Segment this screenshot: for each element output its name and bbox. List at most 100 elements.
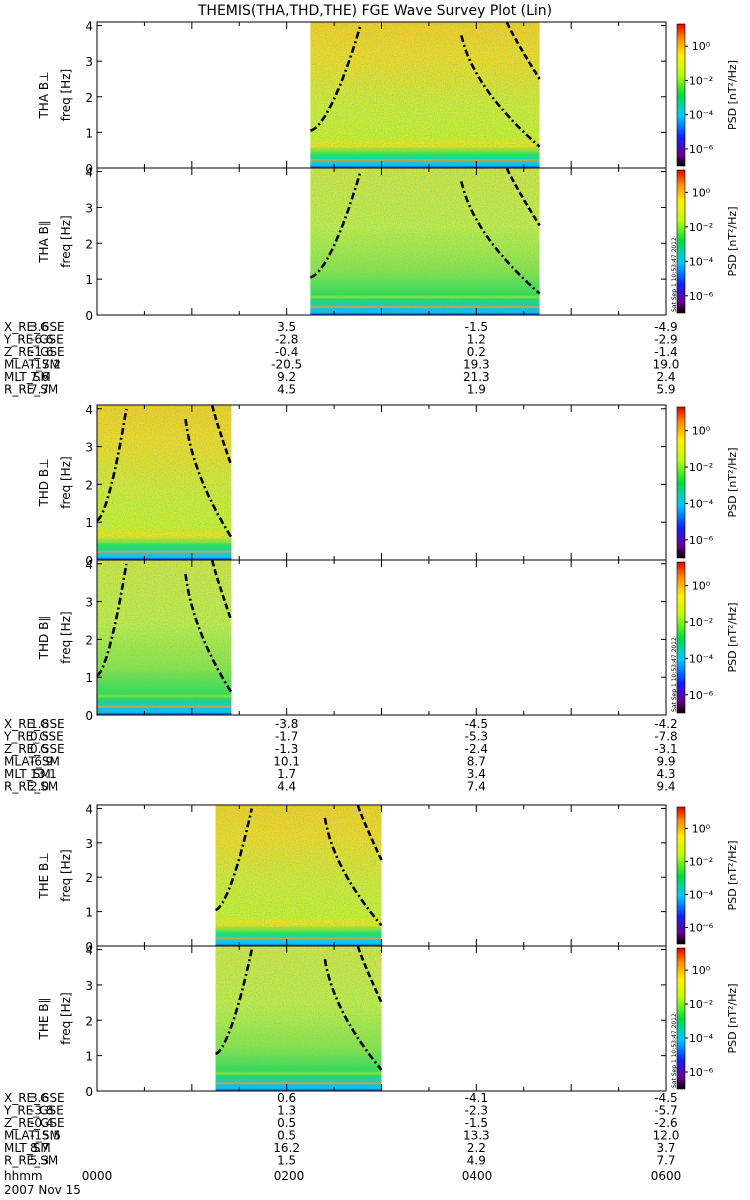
colorbar-tick-label: 10⁻⁶ — [689, 689, 714, 702]
colorbar — [676, 406, 686, 559]
ephemeris-value: 1.8 — [30, 717, 49, 731]
colorbar-tick-label: 10⁻⁴ — [689, 1032, 714, 1045]
ephemeris-value: -5.3 — [465, 730, 488, 744]
spectrogram-band — [215, 927, 382, 931]
ephemeris-value: -0.4 — [275, 345, 298, 359]
spectrogram-panel-tha-b⊥: 0 1 2 3 4 THA B⊥ freq [Hz] 10⁰ 10⁻² 10⁻⁴ 10⁻⁶ PSD [… — [37, 20, 739, 176]
y-tick-label: 3 — [85, 441, 93, 455]
y-tick-label: 2 — [85, 1014, 93, 1028]
spectrogram-band — [97, 557, 232, 560]
spectrogram-panel-tha-b∥: 0 1 2 3 4 THA B∥ freq [Hz] 10⁰ 10⁻² 10⁻⁴ 10⁻⁶ PSD [… — [37, 166, 739, 323]
spectrogram-noise — [215, 946, 382, 1091]
spectrogram-band — [215, 1088, 382, 1091]
ephemeris-value: -1.6 — [30, 345, 53, 359]
y-tick-label: 1 — [85, 273, 93, 287]
colorbar-tick-label: 10⁻⁴ — [689, 497, 714, 510]
ephemeris-label: Y_RE_GSE — [3, 730, 64, 744]
spectrogram-band — [310, 148, 540, 152]
ephemeris-value: -3.8 — [275, 717, 298, 731]
colorbar-tick-label: 10⁻² — [689, 461, 713, 474]
colorbar-tick-label: 10⁻² — [689, 855, 713, 868]
spectrogram-band — [215, 943, 382, 946]
colorbar-tick-label: 10⁻² — [689, 616, 713, 629]
spectrogram-band — [97, 539, 232, 543]
ephemeris-value: 0.5 — [277, 1116, 296, 1130]
colorbar-tick-label: 10⁻⁶ — [689, 921, 714, 934]
colorbar-tick-label: 10⁻⁴ — [689, 888, 714, 901]
ephemeris-value: 0.5 — [277, 1129, 296, 1143]
y-axis-label: freq [Hz] — [59, 69, 73, 121]
time-0400: 0400 — [462, 1169, 493, 1183]
colorbar-tick-label: 10⁻² — [689, 998, 713, 1011]
y-tick-label: 4 — [85, 20, 93, 34]
ephemeris-value: 0.2 — [467, 345, 486, 359]
ephemeris-value: -6.9 — [30, 755, 53, 769]
ephemeris-label: R_RE_SM — [4, 780, 58, 794]
colorbar-tick-label: 10⁰ — [692, 822, 711, 835]
gyro-curve — [184, 573, 233, 693]
spectrogram-noise-warm — [310, 22, 540, 142]
colorbar-tick-label: 10⁻⁶ — [689, 143, 714, 156]
ephemeris-value: -3.8 — [30, 1104, 53, 1118]
ephemeris-value: -4.5 — [465, 717, 488, 731]
panel-label: THA B∥ — [37, 220, 51, 264]
colorbar-label: PSD [nT²/Hz] — [726, 60, 739, 130]
colorbar-tick-label: 10⁻⁶ — [689, 534, 714, 547]
hhmm-label: hhmm — [4, 1169, 43, 1183]
ephemeris-value: -2.6 — [654, 1116, 677, 1130]
y-tick-label: 3 — [85, 55, 93, 69]
ephemeris-value: 7.7 — [30, 383, 49, 397]
gyro-curve — [460, 181, 541, 295]
ephemeris-value: -20.5 — [271, 358, 302, 372]
ephemeris-label: Y_RE_GSE — [3, 1104, 64, 1118]
panel-label: THE B∥ — [37, 998, 51, 1041]
y-tick-label: 2 — [85, 237, 93, 251]
y-tick-label: 1 — [85, 516, 93, 530]
y-tick-label: 4 — [85, 802, 93, 816]
y-tick-label: 4 — [85, 166, 93, 180]
time-0200: 0200 — [274, 1169, 305, 1183]
ephemeris-value: 1.2 — [467, 333, 486, 347]
colorbar-label: PSD [nT²/Hz] — [726, 447, 739, 517]
ephemeris-value: 1.3 — [277, 1104, 296, 1118]
y-tick-label: 0 — [85, 709, 93, 723]
ephemeris-value: 10.1 — [273, 755, 300, 769]
gyro-curve — [96, 408, 128, 522]
spectrogram-band — [97, 709, 232, 714]
y-tick-label: 4 — [85, 558, 93, 572]
colorbar-label: PSD [nT²/Hz] — [726, 602, 739, 672]
colorbar-tick-label: 10⁻⁴ — [689, 109, 714, 122]
ephemeris-value: -4.9 — [654, 320, 677, 334]
ephemeris-label: R_RE_SM — [4, 1154, 58, 1168]
spectrogram-band — [97, 554, 232, 559]
ephemeris-value: 2.2 — [467, 1141, 486, 1155]
spectrogram-panel-the-b∥: 0 1 2 3 4 THE B∥ freq [Hz] 10⁰ 10⁻² 10⁻⁴ 10⁻⁶ PSD [… — [37, 944, 739, 1099]
panel-label: THD B∥ — [37, 616, 51, 661]
ephemeris-value: 5.3 — [30, 1154, 49, 1168]
spectrogram-panels: 0 1 2 3 4 THA B⊥ freq [Hz] 10⁰ 10⁻² 10⁻⁴ 10⁻⁶ PSD [… — [37, 20, 739, 1099]
gyro-curve — [184, 418, 233, 538]
ephemeris-value: -5.7 — [654, 1104, 677, 1118]
time-footer: hhmm 0000 0200 0400 0600 2007 Nov 15 — [4, 1169, 681, 1197]
ephemeris-value: 4.4 — [277, 780, 296, 794]
spectrogram-band — [310, 162, 540, 167]
ephemeris-label: X_RE_GSE — [4, 320, 65, 334]
time-0600: 0600 — [651, 1169, 682, 1183]
y-axis-label: freq [Hz] — [59, 456, 73, 508]
gyro-curve — [210, 560, 233, 621]
gyro-curve — [323, 958, 383, 1071]
spectrogram-panel-the-b⊥: 0 1 2 3 4 THE B⊥ freq [Hz] 10⁰ 10⁻² 10⁻⁴ 10⁻⁶ PSD [… — [37, 802, 739, 954]
spectrogram-band — [310, 159, 540, 162]
ephemeris-value: 3.6 — [30, 320, 49, 334]
ephemeris-value: 3.6 — [30, 1091, 49, 1105]
ephemeris-value: -2.4 — [465, 742, 488, 756]
colorbar-tick-label: 10⁰ — [692, 40, 711, 53]
ephemeris-value: 4.9 — [467, 1154, 486, 1168]
y-tick-label: 2 — [85, 478, 93, 492]
ephemeris-label: Z_RE_GSE — [4, 742, 65, 756]
ephemeris-label: Y_RE_GSE — [3, 333, 64, 347]
spectrogram-noise — [97, 560, 232, 715]
ephemeris-value: 13.3 — [463, 1129, 490, 1143]
